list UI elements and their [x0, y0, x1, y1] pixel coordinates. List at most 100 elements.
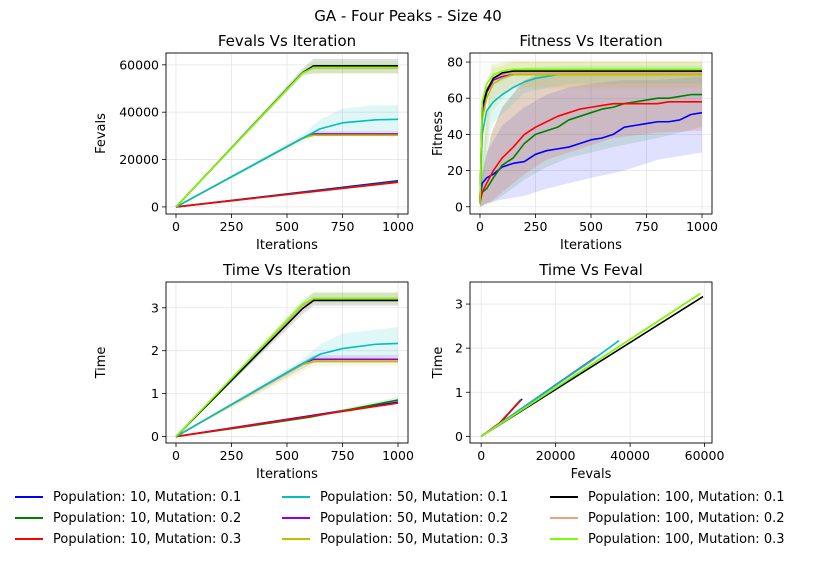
- series-line-p100_m03: [175, 66, 399, 208]
- y-tick-label: 2: [151, 343, 159, 358]
- legend-swatch: [15, 538, 43, 540]
- x-tick-label: 500: [579, 219, 603, 234]
- series-line-p100_m03: [480, 292, 701, 438]
- plot-area: [175, 58, 399, 208]
- series-line-p50_m01: [175, 118, 399, 208]
- y-tick-label: 40000: [119, 105, 159, 120]
- axes-frame: [469, 281, 713, 444]
- plot-area: [479, 60, 703, 207]
- y-axis-label: Fitness: [431, 111, 446, 156]
- y-tick-label: 1: [455, 385, 463, 400]
- legend-swatch: [15, 517, 43, 519]
- x-tick-label: 750: [331, 448, 355, 463]
- y-tick-label: 3: [455, 297, 463, 312]
- figure-title: GA - Four Peaks - Size 40: [314, 7, 502, 25]
- y-tick-label: 0: [151, 199, 159, 214]
- x-tick-label: 1000: [382, 448, 414, 463]
- x-tick-label: 1000: [382, 219, 414, 234]
- confidence-band-p10_m02: [479, 71, 703, 207]
- x-tick-label: 40000: [610, 448, 650, 463]
- legend-entry-p10_m01: Population: 10, Mutation: 0.1: [15, 487, 241, 507]
- confidence-band-p50_m01: [175, 105, 399, 207]
- legend-swatch: [15, 496, 43, 498]
- y-tick-label: 20: [447, 163, 463, 178]
- legend-entry-p10_m03: Population: 10, Mutation: 0.3: [15, 529, 241, 549]
- series-line-p10_m02: [480, 399, 522, 438]
- legend-label: Population: 100, Mutation: 0.3: [588, 531, 785, 547]
- confidence-band-p50_m01: [175, 327, 399, 437]
- legend-label: Population: 10, Mutation: 0.2: [53, 510, 242, 526]
- y-tick-label: 3: [151, 300, 159, 315]
- x-tick-label: 250: [220, 219, 244, 234]
- legend-label: Population: 100, Mutation: 0.1: [588, 489, 785, 505]
- subplot-4: 0 20000 40000 60000 0 1 2 3 Time Vs Feval Fevals T…: [431, 261, 724, 482]
- legend-label: Population: 50, Mutation: 0.3: [320, 531, 509, 547]
- legend-swatch: [282, 496, 310, 498]
- series-line-p10_m03: [479, 101, 703, 204]
- subplot-2: 0 250 500 750 1000 0 20 40 60 80 Fitness Vs Iterat…: [431, 32, 718, 253]
- x-tick-label: 250: [524, 219, 548, 234]
- legend-entry-p100_m03: Population: 100, Mutation: 0.3: [550, 529, 785, 549]
- x-tick-label: 250: [220, 448, 244, 463]
- legend-swatch: [550, 496, 578, 498]
- subplot-title: Fitness Vs Iteration: [519, 32, 662, 50]
- x-axis-label: Iterations: [256, 467, 318, 482]
- plot-area: [175, 291, 399, 438]
- series-line-p50_m01: [175, 342, 399, 438]
- x-tick-label: 0: [172, 219, 180, 234]
- legend: Population: 10, Mutation: 0.1 Population:…: [0, 484, 816, 554]
- legend-swatch: [550, 517, 578, 519]
- series-line-p10_m03: [175, 181, 399, 208]
- subplot-title: Time Vs Iteration: [222, 261, 351, 279]
- y-axis-label: Time: [94, 347, 109, 380]
- series-line-p10_m02: [479, 93, 703, 202]
- x-tick-label: 500: [275, 448, 299, 463]
- x-tick-label: 0: [172, 448, 180, 463]
- x-axis-label: Fevals: [571, 467, 612, 482]
- y-tick-label: 1: [151, 386, 159, 401]
- y-tick-label: 60: [447, 91, 463, 106]
- series-line-p100_m01: [175, 299, 399, 438]
- legend-label: Population: 50, Mutation: 0.2: [320, 510, 509, 526]
- legend-label: Population: 100, Mutation: 0.2: [588, 510, 785, 526]
- y-tick-label: 0: [455, 429, 463, 444]
- y-tick-label: 0: [151, 429, 159, 444]
- x-tick-label: 20000: [536, 448, 576, 463]
- subplot-title: Fevals Vs Iteration: [218, 32, 356, 50]
- x-tick-label: 500: [275, 219, 299, 234]
- legend-label: Population: 50, Mutation: 0.1: [320, 489, 509, 505]
- x-axis-label: Iterations: [256, 238, 318, 253]
- confidence-band-p10_m01: [479, 76, 703, 207]
- y-tick-label: 2: [455, 341, 463, 356]
- x-tick-label: 60000: [685, 448, 725, 463]
- legend-entry-p100_m01: Population: 100, Mutation: 0.1: [550, 487, 785, 507]
- figure: GA - Four Peaks - Size 40 0 250 500 750 1000…: [94, 7, 724, 482]
- series-line-p100_m03: [175, 297, 399, 438]
- x-tick-label: 750: [635, 219, 659, 234]
- y-tick-label: 0: [455, 199, 463, 214]
- legend-swatch: [282, 517, 310, 519]
- y-tick-label: 20000: [119, 152, 159, 167]
- y-tick-label: 60000: [119, 57, 159, 72]
- legend-entry-p10_m02: Population: 10, Mutation: 0.2: [15, 508, 241, 528]
- legend-entry-p100_m02: Population: 100, Mutation: 0.2: [550, 508, 785, 528]
- x-tick-label: 0: [477, 448, 485, 463]
- x-tick-label: 1000: [686, 219, 718, 234]
- y-axis-label: Time: [431, 347, 446, 380]
- confidence-band-p50_m02: [175, 354, 399, 437]
- series-line-p100_m03: [479, 68, 703, 204]
- legend-entry-p50_m01: Population: 50, Mutation: 0.1: [282, 487, 508, 507]
- subplot-3: 0 250 500 750 1000 0 1 2 3 Time Vs Iteration Itera…: [94, 261, 414, 482]
- legend-entry-p50_m02: Population: 50, Mutation: 0.2: [282, 508, 508, 528]
- y-axis-label: Fevals: [94, 113, 109, 154]
- plot-area: [480, 292, 704, 438]
- series-line-p100_m01: [479, 70, 703, 204]
- series-line-p50_m03: [479, 73, 703, 204]
- x-tick-label: 0: [476, 219, 484, 234]
- series-line-p10_m03: [480, 400, 521, 438]
- series-line-p50_m01: [480, 340, 620, 438]
- y-tick-label: 80: [447, 55, 463, 70]
- legend-swatch: [550, 538, 578, 540]
- series-line-p10_m03: [175, 402, 399, 438]
- legend-label: Population: 10, Mutation: 0.1: [53, 489, 242, 505]
